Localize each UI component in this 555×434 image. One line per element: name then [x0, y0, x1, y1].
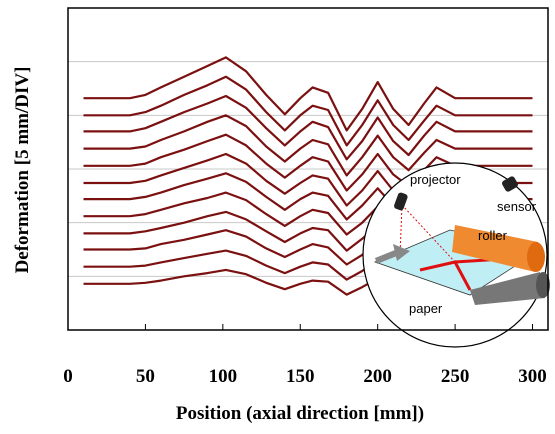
roller-end — [527, 242, 545, 272]
series-line — [84, 96, 533, 159]
x-tick-label: 100 — [209, 366, 238, 387]
x-tick-label: 300 — [518, 366, 547, 387]
x-tick-label: 250 — [441, 366, 470, 387]
x-tick-label: 0 — [63, 366, 73, 387]
series-line — [84, 77, 533, 146]
annotation: projector — [410, 172, 461, 187]
x-tick-label: 150 — [286, 366, 315, 387]
x-tick-label: 200 — [363, 366, 392, 387]
annotation: sensor — [497, 199, 537, 214]
chart: projector sensor roller paper Position (… — [0, 0, 555, 434]
inset-diagram: projector sensor roller paper — [363, 163, 550, 347]
x-tick-label: 50 — [136, 366, 155, 387]
y-axis-label: Deformation [5 mm/DIV] — [12, 67, 33, 274]
annotation: paper — [409, 301, 443, 316]
series-line — [84, 57, 533, 130]
annotation: roller — [478, 228, 508, 243]
x-axis-label: Position (axial direction [mm]) — [176, 403, 424, 424]
